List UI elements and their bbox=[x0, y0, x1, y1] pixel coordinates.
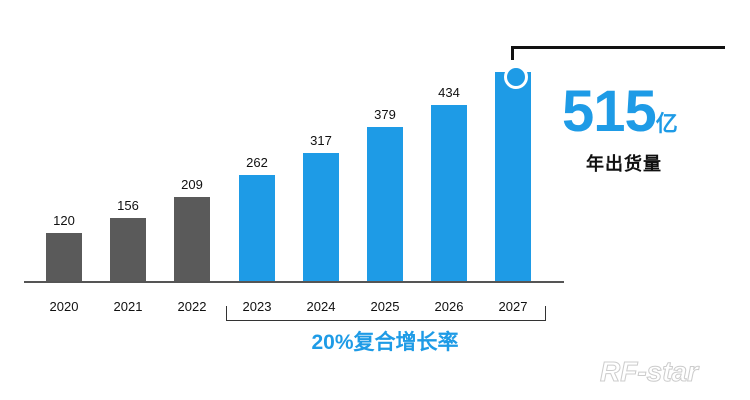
highlight-dot-icon bbox=[504, 65, 528, 89]
x-tick-label: 2023 bbox=[242, 299, 272, 314]
cagr-bracket bbox=[226, 306, 546, 321]
highlight-number: 515 bbox=[562, 79, 657, 144]
cagr-label: 20%复合增长率 bbox=[311, 331, 459, 354]
value-label: 209 bbox=[181, 176, 203, 192]
leader-line-vertical bbox=[511, 46, 514, 60]
bar-2027 bbox=[495, 72, 531, 282]
value-label: 379 bbox=[374, 107, 396, 123]
value-label: 262 bbox=[246, 155, 268, 171]
bar-2025 bbox=[367, 127, 403, 282]
bar-2021 bbox=[110, 218, 146, 282]
value-label: 156 bbox=[117, 198, 139, 214]
bar-2020 bbox=[46, 233, 82, 282]
x-tick-label: 2026 bbox=[434, 299, 464, 314]
x-axis-baseline bbox=[24, 281, 564, 283]
x-tick-label: 2022 bbox=[177, 299, 207, 314]
value-label: 120 bbox=[53, 213, 75, 229]
x-tick-label: 2027 bbox=[498, 299, 528, 314]
highlight-unit: 亿 bbox=[655, 111, 678, 136]
x-tick-label: 2020 bbox=[49, 299, 79, 314]
x-tick-label: 2024 bbox=[306, 299, 336, 314]
leader-line bbox=[511, 46, 725, 49]
bar-2026 bbox=[431, 105, 467, 282]
bar-2022 bbox=[174, 196, 210, 282]
value-label: 317 bbox=[310, 132, 332, 148]
value-label: 434 bbox=[438, 85, 460, 101]
highlight-value: 515亿 bbox=[562, 78, 678, 145]
bar-2024 bbox=[303, 152, 339, 282]
x-tick-label: 2025 bbox=[370, 299, 400, 314]
bar-2023 bbox=[239, 175, 275, 282]
highlight-caption: 年出货量 bbox=[586, 154, 662, 174]
rf-star-logo: RF-star bbox=[599, 356, 699, 388]
x-tick-label: 2021 bbox=[113, 299, 143, 314]
